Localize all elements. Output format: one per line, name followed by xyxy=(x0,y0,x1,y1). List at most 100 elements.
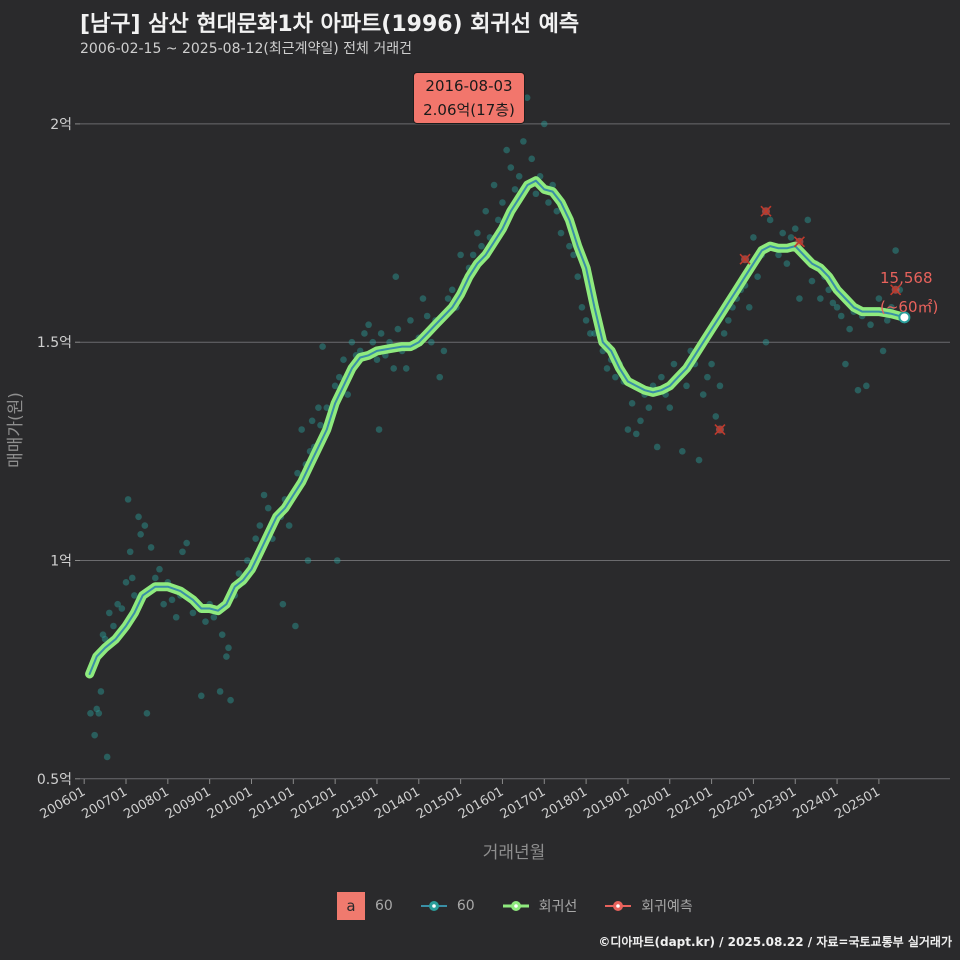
data-point xyxy=(695,456,703,464)
prediction-area-label: (~60㎡) xyxy=(880,298,939,316)
data-point xyxy=(825,286,833,294)
data-point xyxy=(745,303,753,311)
data-point xyxy=(344,391,351,398)
data-point xyxy=(197,692,205,700)
x-tick-label: 201501 xyxy=(414,784,464,822)
data-point xyxy=(260,491,268,499)
data-point xyxy=(361,330,368,337)
data-point xyxy=(122,579,130,586)
data-point xyxy=(490,181,498,189)
data-point xyxy=(110,622,117,630)
latest-regression-point xyxy=(898,311,911,324)
data-point xyxy=(457,251,464,259)
data-point xyxy=(448,286,456,294)
data-point xyxy=(407,317,414,324)
data-point xyxy=(227,696,234,704)
data-point xyxy=(566,242,573,250)
data-point xyxy=(532,190,540,198)
data-point xyxy=(225,644,232,652)
data-point xyxy=(557,229,565,237)
data-point xyxy=(377,330,385,337)
data-point xyxy=(394,325,402,333)
data-point xyxy=(131,592,138,599)
data-point xyxy=(699,391,707,398)
x-tick-label: 200801 xyxy=(121,784,171,822)
data-point xyxy=(285,522,293,529)
data-point xyxy=(750,234,757,241)
data-point xyxy=(126,548,134,556)
data-point xyxy=(791,225,799,232)
data-point xyxy=(402,365,410,372)
data-point xyxy=(624,426,632,433)
data-point xyxy=(294,469,301,477)
scatter-points xyxy=(87,94,904,761)
data-point xyxy=(511,186,519,193)
data-point xyxy=(97,688,105,695)
chart-subtitle: 2006-02-15 ~ 2025-08-12(최근계약일) 전체 거래건 xyxy=(80,41,412,57)
data-point xyxy=(494,216,502,224)
data-point xyxy=(141,522,149,529)
data-point xyxy=(766,216,774,224)
data-point xyxy=(252,535,259,542)
data-point xyxy=(210,613,218,621)
data-point xyxy=(683,382,690,390)
data-point xyxy=(440,347,448,355)
x-tick-label: 202201 xyxy=(707,784,757,822)
data-point xyxy=(304,557,312,564)
data-point xyxy=(666,404,674,411)
prediction-cross xyxy=(890,284,902,296)
data-point xyxy=(578,303,586,311)
data-point xyxy=(725,317,732,324)
data-point xyxy=(787,234,795,241)
callout-value: 2.06억(17층) xyxy=(423,101,515,119)
data-point xyxy=(298,426,305,433)
regression-line-outer xyxy=(85,176,909,679)
max-price-callout: 2016-08-03 2.06억(17층) xyxy=(413,72,525,124)
x-tick-label: 201101 xyxy=(247,784,297,822)
data-point xyxy=(482,207,490,215)
data-point xyxy=(444,295,452,302)
data-point xyxy=(348,338,356,346)
data-point xyxy=(474,229,481,237)
legend: a 60 60 회귀선 회귀예측 xyxy=(337,892,693,920)
data-point xyxy=(375,426,383,433)
legend-points-label: 60 xyxy=(456,898,475,914)
data-point xyxy=(837,312,845,320)
legend-regression-label: 회귀선 xyxy=(538,899,578,915)
data-point xyxy=(582,317,590,324)
data-point xyxy=(553,207,561,215)
data-point xyxy=(151,574,159,582)
x-tick-label: 201601 xyxy=(456,784,506,822)
data-point xyxy=(704,373,711,381)
data-point xyxy=(390,365,398,372)
data-point xyxy=(507,164,515,171)
data-point xyxy=(478,242,485,250)
data-point xyxy=(833,303,841,311)
data-point xyxy=(369,338,377,346)
data-point xyxy=(888,303,895,311)
data-point xyxy=(216,688,224,695)
data-point xyxy=(244,557,251,564)
prediction-cross xyxy=(760,205,772,217)
prediction-value-label: 15,568 xyxy=(880,269,933,287)
data-point xyxy=(436,373,444,381)
regression-line xyxy=(85,176,911,679)
data-point xyxy=(637,417,644,425)
data-point xyxy=(137,531,144,538)
x-tick-label: 201901 xyxy=(581,784,631,822)
data-point xyxy=(223,653,230,660)
legend-prediction-label: 회귀예측 xyxy=(641,899,693,915)
data-point xyxy=(118,605,126,612)
data-point xyxy=(256,522,264,529)
data-point xyxy=(515,172,523,180)
y-tick-label: 1억 xyxy=(50,554,72,570)
data-point xyxy=(892,247,899,254)
grid-lines xyxy=(80,123,950,780)
data-point xyxy=(292,622,299,630)
y-tick-label: 0.5억 xyxy=(37,772,72,788)
data-point xyxy=(317,421,324,429)
data-point xyxy=(128,574,136,582)
regression-line-inner xyxy=(88,179,906,675)
data-point xyxy=(168,596,176,604)
data-point xyxy=(279,600,287,608)
